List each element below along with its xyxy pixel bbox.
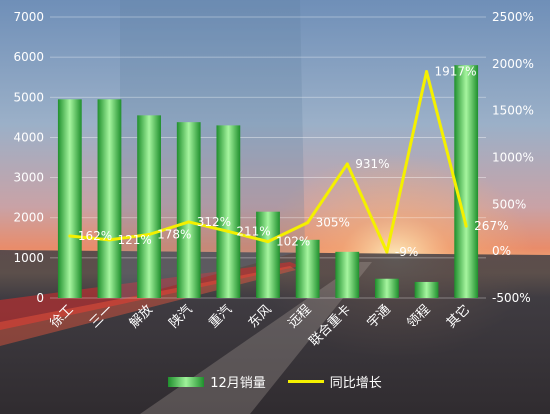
growth-point xyxy=(68,234,72,238)
legend: 12月销量 同比增长 xyxy=(0,372,550,391)
legend-swatch-bar xyxy=(168,376,205,387)
x-tick-label: 东风 xyxy=(246,302,275,331)
growth-point xyxy=(425,70,429,74)
bar xyxy=(216,125,241,298)
y-left-tick-label: 1000 xyxy=(13,251,44,265)
legend-item-sales: 12月销量 xyxy=(168,372,266,391)
x-tick-label: 三一 xyxy=(87,302,116,331)
growth-point xyxy=(345,162,349,166)
growth-point xyxy=(385,250,389,254)
x-tick-label: 远程 xyxy=(285,302,314,331)
x-tick-label: 重汽 xyxy=(205,302,235,332)
growth-point xyxy=(464,224,468,228)
growth-data-label: 102% xyxy=(276,235,310,249)
y-left-tick-label: 2000 xyxy=(13,211,44,225)
y-left-tick-label: 5000 xyxy=(13,90,44,104)
y-right-tick-label: -500% xyxy=(492,291,531,305)
legend-label-sales: 12月销量 xyxy=(210,376,266,391)
bar xyxy=(454,65,479,299)
y-left-tick-label: 3000 xyxy=(13,171,44,185)
x-tick-label: 领程 xyxy=(404,302,433,331)
growth-data-label: 178% xyxy=(157,227,191,241)
y-left-tick-label: 6000 xyxy=(13,50,44,64)
growth-point xyxy=(226,229,230,233)
bars-layer xyxy=(57,65,479,299)
y-right-tick-label: 2000% xyxy=(492,57,534,71)
bar xyxy=(375,278,399,298)
y-right-tick-label: 2500% xyxy=(492,10,534,24)
legend-item-growth: 同比增长 xyxy=(287,372,382,391)
growth-data-label: 312% xyxy=(197,215,231,229)
growth-data-label: 931% xyxy=(355,157,389,171)
bar xyxy=(335,251,360,298)
bar xyxy=(137,115,161,298)
growth-point xyxy=(266,240,270,244)
y-right-tick-label: 500% xyxy=(492,197,526,211)
y-right-tick-label: 0% xyxy=(492,244,511,258)
x-tick-label: 徐工 xyxy=(48,302,77,331)
growth-data-label: 211% xyxy=(236,224,270,238)
growth-point xyxy=(107,238,111,242)
growth-data-label: -9% xyxy=(395,245,418,259)
bar xyxy=(176,122,201,298)
bar xyxy=(256,211,280,298)
x-tick-label: 宇通 xyxy=(365,302,394,331)
growth-data-label: 162% xyxy=(78,229,112,243)
growth-line-layer xyxy=(68,70,468,254)
legend-label-growth: 同比增长 xyxy=(329,376,382,391)
growth-data-label: 121% xyxy=(117,233,151,247)
y-left-tick-label: 0 xyxy=(36,291,44,305)
bar xyxy=(414,281,439,298)
bar xyxy=(57,99,82,299)
legend-swatch-line xyxy=(287,380,324,383)
x-tick-label: 联合重卡 xyxy=(306,302,354,350)
y-left-tick-label: 7000 xyxy=(13,10,44,24)
growth-data-label: 305% xyxy=(316,216,350,230)
x-tick-label: 陕汽 xyxy=(167,302,196,331)
growth-data-label: 1917% xyxy=(435,65,477,79)
growth-data-label: 267% xyxy=(474,219,508,233)
growth-point xyxy=(187,220,191,224)
y-right-tick-label: 1000% xyxy=(492,151,534,165)
growth-point xyxy=(306,221,310,225)
x-tick-label: 其它 xyxy=(443,302,473,332)
y-right-tick-label: 1500% xyxy=(492,104,534,118)
bar xyxy=(295,239,320,298)
x-tick-label: 解放 xyxy=(127,302,156,331)
y-left-tick-label: 4000 xyxy=(13,130,44,144)
growth-point xyxy=(147,232,151,236)
bar xyxy=(97,99,122,299)
